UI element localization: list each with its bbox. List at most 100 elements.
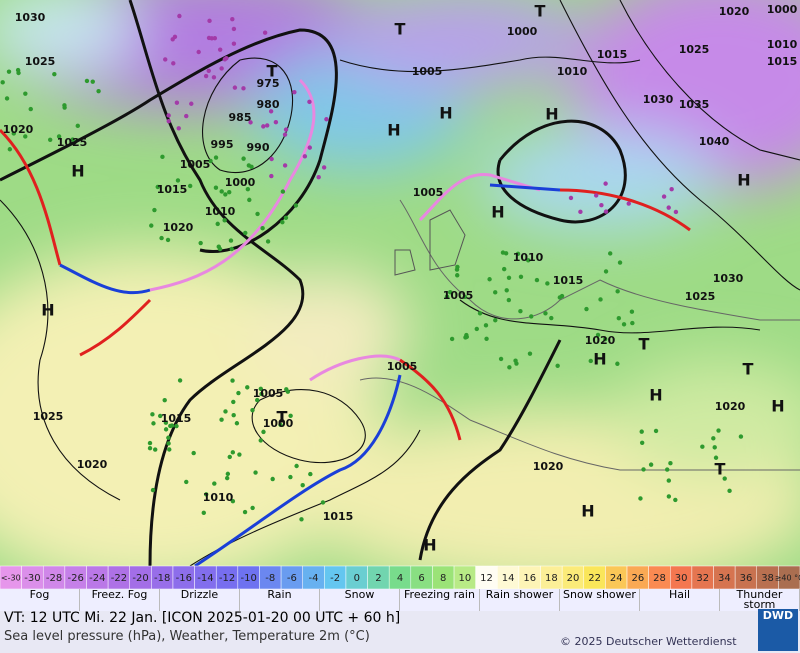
scale-label: -6	[287, 573, 297, 584]
weather-symbol	[228, 238, 234, 243]
front	[194, 374, 402, 566]
weather-symbol	[196, 49, 201, 55]
isobar-label: 1020	[77, 458, 108, 471]
weather-symbol	[616, 316, 622, 321]
weather-symbol	[526, 258, 531, 263]
isobar-label: 1000	[263, 417, 294, 430]
weather-symbol	[506, 275, 512, 281]
weather-symbol	[529, 314, 534, 319]
pressure-center: T	[535, 2, 546, 21]
front	[0, 128, 62, 266]
weather-map: 1030102510201025100510151010102097598098…	[0, 0, 800, 589]
pressure-center: T	[715, 460, 726, 479]
weather-symbol	[158, 413, 163, 419]
isobar-label: 1020	[533, 460, 564, 473]
weather-symbol	[225, 471, 231, 477]
weather-symbol	[503, 251, 509, 256]
isobar-label: 985	[229, 111, 252, 124]
weather-symbol	[518, 308, 523, 314]
weather-symbol	[209, 36, 214, 41]
weather-symbol	[213, 185, 219, 190]
weather-symbol	[62, 105, 67, 110]
weather-symbol	[207, 18, 212, 24]
weather-symbol	[211, 75, 217, 80]
isobar-label: 1025	[679, 43, 710, 56]
weather-symbol	[227, 454, 232, 460]
weather-symbol	[598, 297, 603, 302]
scale-label: -20	[132, 573, 148, 584]
isobar-label: 1030	[643, 93, 674, 106]
scale-label: -26	[68, 573, 84, 584]
weather-symbol	[300, 482, 305, 488]
pressure-center: T	[277, 408, 288, 427]
weather-symbol	[268, 109, 274, 114]
weather-symbol	[722, 476, 727, 481]
weather-symbol	[217, 47, 223, 52]
weather-symbol	[167, 447, 172, 452]
scale-label: 8	[440, 573, 446, 584]
weather-symbol	[593, 193, 599, 198]
weather-symbol	[191, 450, 196, 456]
weather-symbol	[247, 197, 252, 203]
weather-symbol	[165, 237, 171, 243]
weather-symbol	[230, 498, 236, 504]
scale-label: -10	[240, 573, 256, 584]
weather-symbol	[283, 127, 289, 132]
weather-symbol	[203, 73, 209, 79]
weather-symbol	[498, 356, 504, 362]
pressure-center: H	[737, 171, 750, 190]
legend-item: Hail	[640, 589, 720, 611]
weather-symbol	[278, 422, 283, 427]
isobar-label: 1015	[161, 412, 192, 425]
weather-symbol	[308, 471, 313, 477]
isobar-label: 1010	[205, 205, 236, 218]
pressure-center: H	[649, 386, 662, 405]
weather-symbol	[28, 106, 33, 112]
weather-symbol	[282, 132, 288, 137]
isobar	[418, 339, 562, 561]
symbol-legend: Fog Freez. Fog Drizzle Rain Snow Freezing rai…	[0, 589, 800, 611]
weather-symbol	[174, 423, 179, 429]
weather-symbol	[501, 266, 507, 272]
weather-symbol	[230, 16, 235, 22]
isobar-label: 1010	[513, 251, 544, 264]
legend-item: Snow	[320, 589, 400, 611]
weather-symbol	[241, 86, 246, 91]
isobar-label: 1010	[767, 38, 798, 51]
front	[59, 263, 151, 295]
weather-symbol	[455, 273, 460, 278]
weather-symbol	[151, 421, 156, 426]
weather-symbol	[255, 397, 260, 403]
scale-label: -4	[309, 573, 319, 584]
weather-symbol	[444, 294, 450, 299]
scale-label: -22	[111, 573, 127, 584]
weather-symbol	[320, 500, 326, 505]
scale-label: 24	[610, 573, 623, 584]
isobar-label: 1000	[225, 176, 256, 189]
isobar	[496, 119, 627, 224]
weather-symbol	[152, 207, 157, 213]
weather-symbol	[665, 467, 670, 472]
isobar	[459, 299, 761, 334]
weather-symbol	[269, 156, 274, 162]
weather-symbol	[669, 186, 674, 192]
pressure-center: H	[545, 105, 558, 124]
weather-symbol	[260, 226, 265, 231]
weather-symbol	[449, 336, 455, 342]
pressure-center: T	[395, 20, 406, 39]
isobar	[202, 57, 294, 174]
isobar	[619, 0, 800, 161]
weather-symbol	[638, 496, 643, 501]
weather-symbol	[245, 186, 251, 192]
legend-item: Fog	[0, 589, 80, 611]
weather-symbol	[630, 320, 635, 326]
pressure-center: T	[639, 335, 650, 354]
copyright: © 2025 Deutscher Wetterdienst	[560, 635, 737, 648]
weather-symbol	[462, 294, 467, 300]
weather-symbol	[324, 117, 329, 122]
weather-symbol	[163, 427, 169, 432]
scale-label: -24	[89, 573, 105, 584]
legend-item: Freezing rain	[400, 589, 480, 611]
isobar-label: 1040	[699, 135, 730, 148]
weather-symbol	[262, 30, 268, 35]
